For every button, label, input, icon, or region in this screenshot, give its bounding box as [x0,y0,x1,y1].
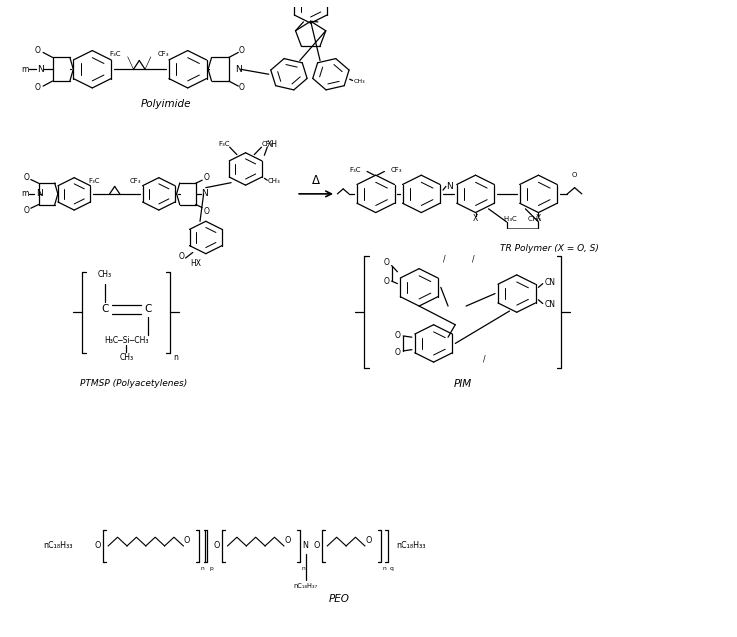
Text: CN: CN [544,278,555,287]
Text: O: O [384,276,390,285]
Text: C: C [144,304,152,314]
Text: O: O [94,541,100,550]
Text: O: O [239,46,245,55]
Text: H₃C     CH₃: H₃C CH₃ [504,217,541,222]
Text: O: O [179,252,185,261]
Text: O: O [35,83,41,92]
Text: /: / [472,255,475,264]
Text: X: X [536,214,541,224]
Text: /: / [443,255,446,264]
Text: N: N [38,65,44,74]
Text: nC₁₈H₃₃: nC₁₈H₃₃ [43,541,73,550]
Text: CF₃: CF₃ [390,167,402,173]
Text: F₃C: F₃C [110,52,121,57]
Text: O: O [24,206,29,215]
Text: PIM: PIM [453,379,472,389]
Text: q: q [389,566,394,571]
Text: HX: HX [190,259,201,268]
Text: CF₃: CF₃ [129,178,141,184]
Text: N: N [36,189,43,198]
Text: CH₃: CH₃ [268,178,280,185]
Text: m: m [21,189,29,198]
Text: n: n [200,566,204,571]
Text: O: O [203,173,209,182]
Text: F₃C: F₃C [218,141,230,147]
Text: C: C [101,304,108,314]
Text: CH₃: CH₃ [97,270,111,280]
Text: O: O [384,258,390,267]
Text: PEO: PEO [329,594,350,604]
Text: O: O [394,331,400,340]
Text: nC₁₈H₃₇: nC₁₈H₃₇ [293,583,318,589]
Text: CF₃: CF₃ [262,141,273,147]
Text: nC₁₈H₃₃: nC₁₈H₃₃ [396,541,425,550]
Text: PTMSP (Polyacetylenes): PTMSP (Polyacetylenes) [80,380,187,389]
Text: N: N [446,182,453,191]
Text: O: O [284,536,290,545]
Text: N: N [200,189,208,198]
Text: XH: XH [268,140,279,148]
Text: n: n [301,566,305,571]
Text: O: O [366,536,371,545]
Text: n: n [173,353,178,362]
Text: /: / [483,355,486,364]
Text: O: O [184,536,190,545]
Text: X: X [473,214,478,224]
Text: F₃C: F₃C [350,167,361,173]
Text: H₃C─Si─CH₃: H₃C─Si─CH₃ [104,336,149,345]
Text: Polyimide: Polyimide [141,99,192,108]
Text: CF₃: CF₃ [158,52,169,57]
Text: F₃C: F₃C [88,178,100,184]
Text: TR Polymer (X = O, S): TR Polymer (X = O, S) [500,244,598,254]
Text: CH₃: CH₃ [119,354,133,362]
Text: N: N [234,65,242,74]
Text: O: O [24,173,29,182]
Text: O: O [239,83,245,92]
Text: n: n [383,566,386,571]
Text: O: O [214,541,220,550]
Text: O: O [313,541,320,550]
Text: O: O [203,207,209,216]
Text: p: p [209,566,213,571]
Text: O: O [35,46,41,55]
Text: CN: CN [544,300,555,310]
Text: N: N [303,541,309,550]
Text: m: m [21,65,29,74]
Text: O: O [572,172,577,178]
Text: O: O [394,348,400,357]
Text: CH₃: CH₃ [354,79,366,84]
Text: Δ: Δ [312,174,320,187]
